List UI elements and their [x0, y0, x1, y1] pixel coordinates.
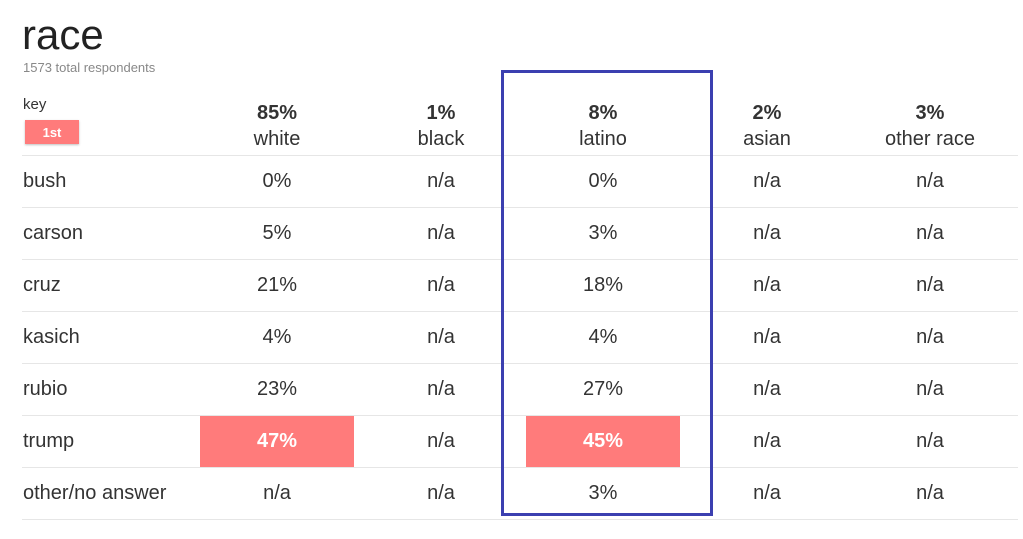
- table-cell: 0%: [262, 170, 292, 192]
- row-label: carson: [23, 222, 84, 244]
- column-header-white: 85% white: [200, 100, 354, 152]
- table-cell: n/a: [427, 274, 455, 296]
- table-cell: n/a: [427, 378, 455, 400]
- column-name: latino: [579, 128, 627, 150]
- table-cell: n/a: [753, 326, 781, 348]
- table-row-rubio: rubio 23% n/a 27% n/a n/a: [22, 363, 1018, 415]
- table-cell: 0%: [588, 170, 618, 192]
- column-name: white: [253, 128, 301, 150]
- column-header-black: 1% black: [364, 100, 518, 152]
- column-name: black: [417, 128, 465, 150]
- table-cell: 23%: [256, 378, 298, 400]
- column-share: 1%: [426, 102, 456, 124]
- key-badge-first: 1st: [25, 120, 79, 144]
- row-label: kasich: [23, 326, 80, 348]
- table-cell: n/a: [916, 326, 944, 348]
- column-header-other-race: 3% other race: [853, 100, 1007, 152]
- table-cell: n/a: [427, 430, 455, 452]
- table-cell: n/a: [753, 430, 781, 452]
- table-cell: n/a: [427, 222, 455, 244]
- table-row-kasich: kasich 4% n/a 4% n/a n/a: [22, 311, 1018, 363]
- table-cell-first-place: 45%: [526, 416, 680, 467]
- table-cell: n/a: [753, 482, 781, 504]
- table-cell: 3%: [588, 222, 618, 244]
- table-cell-first-place: 47%: [200, 416, 354, 467]
- table-cell: 4%: [588, 326, 618, 348]
- row-label: cruz: [23, 274, 61, 296]
- table-cell: n/a: [427, 170, 455, 192]
- table-cell: n/a: [753, 378, 781, 400]
- table-cell: n/a: [916, 430, 944, 452]
- table-cell: n/a: [916, 482, 944, 504]
- column-share: 3%: [915, 102, 945, 124]
- total-respondents: 1573 total respondents: [23, 60, 156, 75]
- column-share: 85%: [256, 102, 298, 124]
- table-cell: n/a: [753, 170, 781, 192]
- page-title: race: [22, 11, 104, 58]
- key-label: key: [23, 96, 47, 113]
- row-label: rubio: [23, 378, 68, 400]
- table-cell: n/a: [916, 378, 944, 400]
- row-label: trump: [23, 430, 75, 452]
- column-header-latino: 8% latino: [526, 100, 680, 152]
- table-cell: 18%: [582, 274, 624, 296]
- table-cell: n/a: [916, 170, 944, 192]
- table-cell: n/a: [427, 326, 455, 348]
- table-row-bush: bush 0% n/a 0% n/a n/a: [22, 155, 1018, 207]
- table-cell: n/a: [263, 482, 291, 504]
- column-share: 8%: [588, 102, 618, 124]
- column-name: asian: [743, 128, 791, 150]
- row-label: other/no answer: [23, 482, 167, 504]
- table-cell: 21%: [256, 274, 298, 296]
- column-share: 2%: [752, 102, 782, 124]
- table-cell: n/a: [753, 222, 781, 244]
- table-row-other-no-answer: other/no answer n/a n/a 3% n/a n/a: [22, 467, 1018, 520]
- column-header-asian: 2% asian: [690, 100, 844, 152]
- table-cell: 3%: [588, 482, 618, 504]
- column-name: other race: [884, 128, 976, 150]
- table-row-trump: trump 47% n/a 45% n/a n/a: [22, 415, 1018, 467]
- table-row-carson: carson 5% n/a 3% n/a n/a: [22, 207, 1018, 259]
- table-cell: n/a: [427, 482, 455, 504]
- table-cell: 5%: [262, 222, 292, 244]
- table-cell: n/a: [916, 274, 944, 296]
- table-cell: 4%: [262, 326, 292, 348]
- table-row-cruz: cruz 21% n/a 18% n/a n/a: [22, 259, 1018, 311]
- table-cell: 27%: [582, 378, 624, 400]
- row-label: bush: [23, 170, 67, 192]
- table-cell: n/a: [753, 274, 781, 296]
- table-cell: n/a: [916, 222, 944, 244]
- results-table: bush 0% n/a 0% n/a n/a carson 5% n/a 3% …: [22, 155, 1018, 520]
